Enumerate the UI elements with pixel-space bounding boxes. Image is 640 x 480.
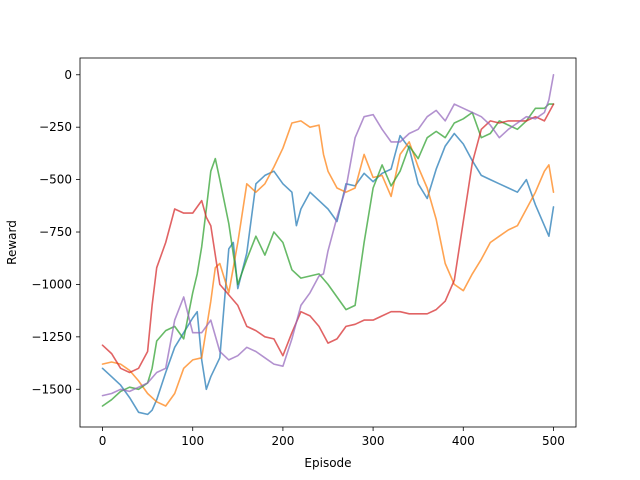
y-tick-label: 0 [64,68,72,82]
y-tick-label: −1250 [31,330,72,344]
x-axis-title: Episode [304,456,351,470]
y-tick-label: −750 [39,225,72,239]
series-layer [101,74,555,416]
x-axis: 0 100 200 300 400 500 [99,427,565,448]
x-tick-label: 500 [542,434,565,448]
x-tick-label: 200 [271,434,294,448]
series-line-1 [101,132,555,416]
series-line-2 [101,120,555,407]
y-axis-title: Reward [5,220,19,265]
series-line-4 [101,103,555,374]
plot-frame [79,57,577,428]
x-tick-label: 400 [452,434,475,448]
x-tick-label: 0 [99,434,107,448]
plot-area [80,58,576,427]
x-tick-label: 300 [362,434,385,448]
y-tick-label: −250 [39,120,72,134]
y-axis: 0 −250 −500 −750 −1000 −1250 −1500 [31,68,80,396]
series-line-5 [101,74,555,397]
y-tick-label: −1500 [31,382,72,396]
x-tick-label: 100 [181,434,204,448]
y-tick-label: −500 [39,173,72,187]
y-tick-label: −1000 [31,277,72,291]
